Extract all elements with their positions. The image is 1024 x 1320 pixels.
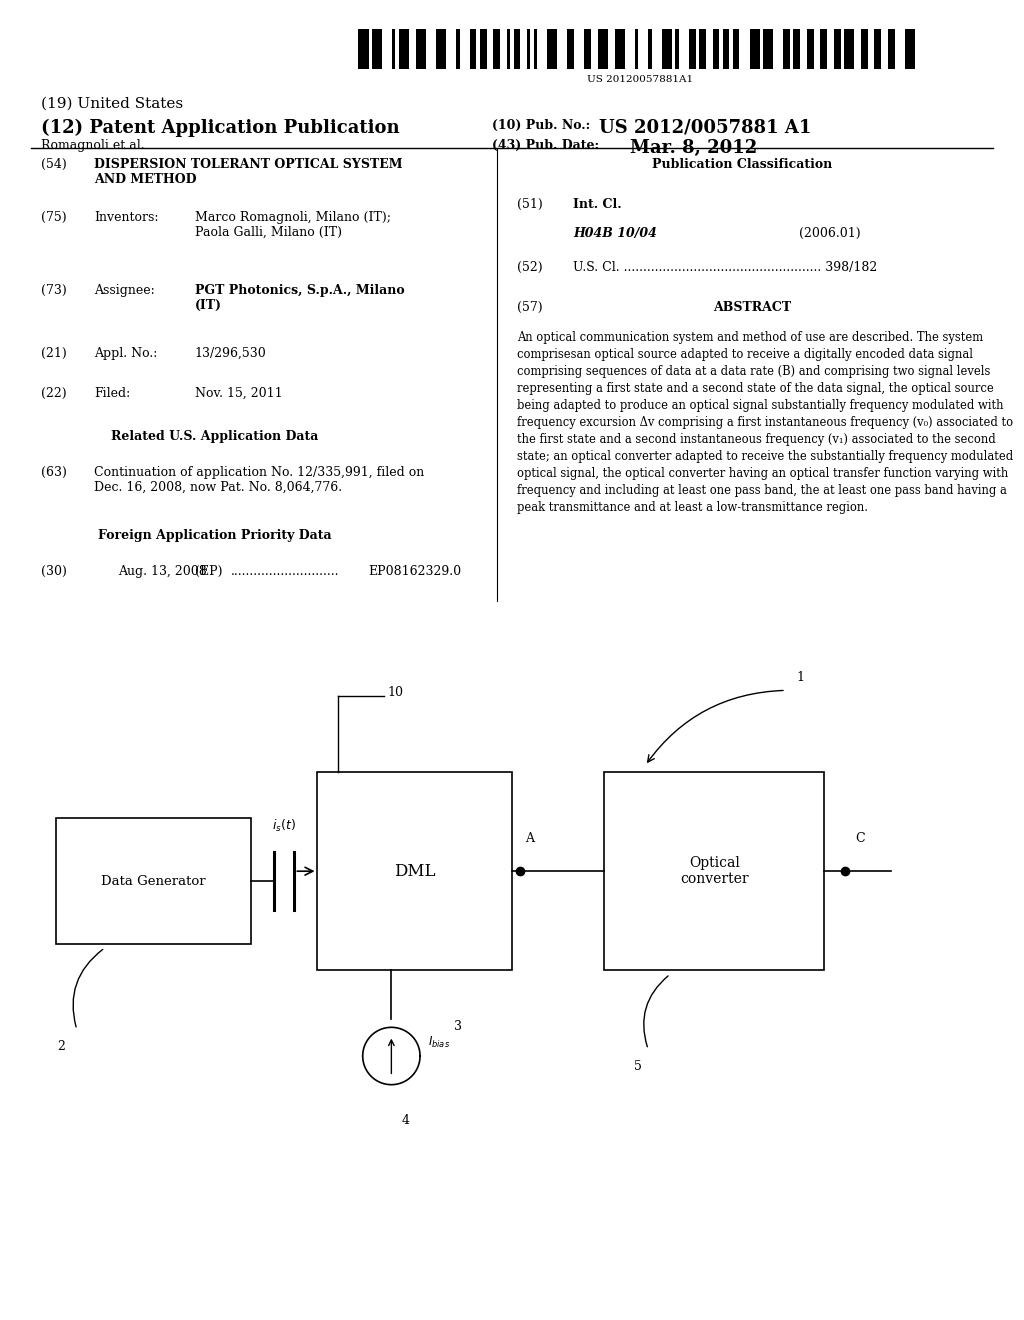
Text: (2006.01): (2006.01) — [799, 227, 860, 240]
Bar — [470, 29, 476, 69]
Text: US 20120057881A1: US 20120057881A1 — [587, 75, 693, 84]
Text: (30): (30) — [41, 565, 67, 578]
Text: H04B 10/04: H04B 10/04 — [573, 227, 657, 240]
Text: 4: 4 — [401, 1114, 410, 1127]
Bar — [507, 29, 510, 69]
Text: A: A — [525, 832, 535, 845]
Bar — [436, 29, 446, 69]
Bar — [372, 29, 382, 69]
Text: (12) Patent Application Publication: (12) Patent Application Publication — [41, 119, 399, 137]
Text: $I_{bias}$: $I_{bias}$ — [428, 1035, 451, 1051]
Bar — [457, 29, 460, 69]
Bar — [820, 29, 827, 69]
Text: (10) Pub. No.:: (10) Pub. No.: — [492, 119, 590, 132]
Text: (51): (51) — [517, 198, 543, 211]
Text: PGT Photonics, S.p.A., Milano
(IT): PGT Photonics, S.p.A., Milano (IT) — [195, 284, 404, 312]
Bar — [392, 29, 395, 69]
Bar — [844, 29, 854, 69]
Text: 5: 5 — [634, 1060, 642, 1073]
Text: Int. Cl.: Int. Cl. — [573, 198, 622, 211]
Bar — [888, 29, 895, 69]
Text: $i_s(t)$: $i_s(t)$ — [272, 818, 296, 834]
Bar — [480, 29, 486, 69]
Text: U.S. Cl. ................................................... 398/182: U.S. Cl. ...............................… — [573, 261, 878, 275]
Text: Mar. 8, 2012: Mar. 8, 2012 — [630, 139, 757, 157]
Bar — [783, 29, 791, 69]
Text: Marco Romagnoli, Milano (IT);
Paola Galli, Milano (IT): Marco Romagnoli, Milano (IT); Paola Gall… — [195, 211, 390, 239]
Bar — [689, 29, 695, 69]
Text: Nov. 15, 2011: Nov. 15, 2011 — [195, 387, 283, 400]
Text: (21): (21) — [41, 347, 67, 360]
Bar — [598, 29, 608, 69]
Text: 3: 3 — [454, 1020, 462, 1034]
Text: DML: DML — [394, 863, 435, 879]
Text: 2: 2 — [57, 1040, 66, 1053]
Bar — [723, 29, 729, 69]
Text: DISPERSION TOLERANT OPTICAL SYSTEM
AND METHOD: DISPERSION TOLERANT OPTICAL SYSTEM AND M… — [94, 158, 402, 186]
Text: An optical communication system and method of use are described. The system comp: An optical communication system and meth… — [517, 331, 1014, 515]
Bar — [513, 29, 520, 69]
Bar — [905, 29, 914, 69]
Bar — [662, 29, 672, 69]
Text: 13/296,530: 13/296,530 — [195, 347, 266, 360]
Text: (22): (22) — [41, 387, 67, 400]
Text: Aug. 13, 2008: Aug. 13, 2008 — [118, 565, 207, 578]
Text: Publication Classification: Publication Classification — [652, 158, 833, 172]
Bar — [56, 818, 251, 944]
Text: Foreign Application Priority Data: Foreign Application Priority Data — [98, 529, 332, 543]
Bar — [635, 29, 638, 69]
Bar — [494, 29, 500, 69]
Text: Data Generator: Data Generator — [101, 875, 206, 887]
Text: (63): (63) — [41, 466, 67, 479]
Text: Inventors:: Inventors: — [94, 211, 159, 224]
Text: ABSTRACT: ABSTRACT — [714, 301, 792, 314]
Text: (57): (57) — [517, 301, 543, 314]
Text: (52): (52) — [517, 261, 543, 275]
Bar — [604, 772, 824, 970]
Bar — [861, 29, 867, 69]
Text: 1: 1 — [797, 671, 804, 684]
Bar — [699, 29, 706, 69]
Bar — [713, 29, 719, 69]
Text: US 2012/0057881 A1: US 2012/0057881 A1 — [599, 119, 811, 137]
Text: Continuation of application No. 12/335,991, filed on
Dec. 16, 2008, now Pat. No.: Continuation of application No. 12/335,9… — [94, 466, 425, 494]
Text: Related U.S. Application Data: Related U.S. Application Data — [112, 430, 318, 444]
Text: C: C — [855, 832, 864, 845]
Text: (54): (54) — [41, 158, 67, 172]
Bar — [733, 29, 739, 69]
Bar — [807, 29, 814, 69]
Bar — [534, 29, 538, 69]
Text: EP08162329.0: EP08162329.0 — [369, 565, 462, 578]
Bar — [614, 29, 625, 69]
Bar — [416, 29, 426, 69]
Bar — [834, 29, 841, 69]
Text: (19) United States: (19) United States — [41, 96, 183, 111]
Text: (EP): (EP) — [195, 565, 222, 578]
Bar — [750, 29, 760, 69]
Bar — [567, 29, 574, 69]
Text: Assignee:: Assignee: — [94, 284, 155, 297]
Bar — [358, 29, 369, 69]
Text: ............................: ............................ — [230, 565, 339, 578]
Text: Optical
converter: Optical converter — [680, 857, 749, 886]
Bar — [874, 29, 881, 69]
Text: 10: 10 — [387, 686, 403, 700]
Bar — [547, 29, 557, 69]
Text: (43) Pub. Date:: (43) Pub. Date: — [492, 139, 599, 152]
Bar — [763, 29, 773, 69]
Bar — [585, 29, 591, 69]
Bar — [527, 29, 530, 69]
Text: Filed:: Filed: — [94, 387, 130, 400]
Text: Romagnoli et al.: Romagnoli et al. — [41, 139, 144, 152]
Bar — [794, 29, 800, 69]
Text: Appl. No.:: Appl. No.: — [94, 347, 158, 360]
Bar — [317, 772, 512, 970]
Bar — [399, 29, 409, 69]
Bar — [648, 29, 652, 69]
Bar — [676, 29, 679, 69]
Text: (75): (75) — [41, 211, 67, 224]
Text: (73): (73) — [41, 284, 67, 297]
